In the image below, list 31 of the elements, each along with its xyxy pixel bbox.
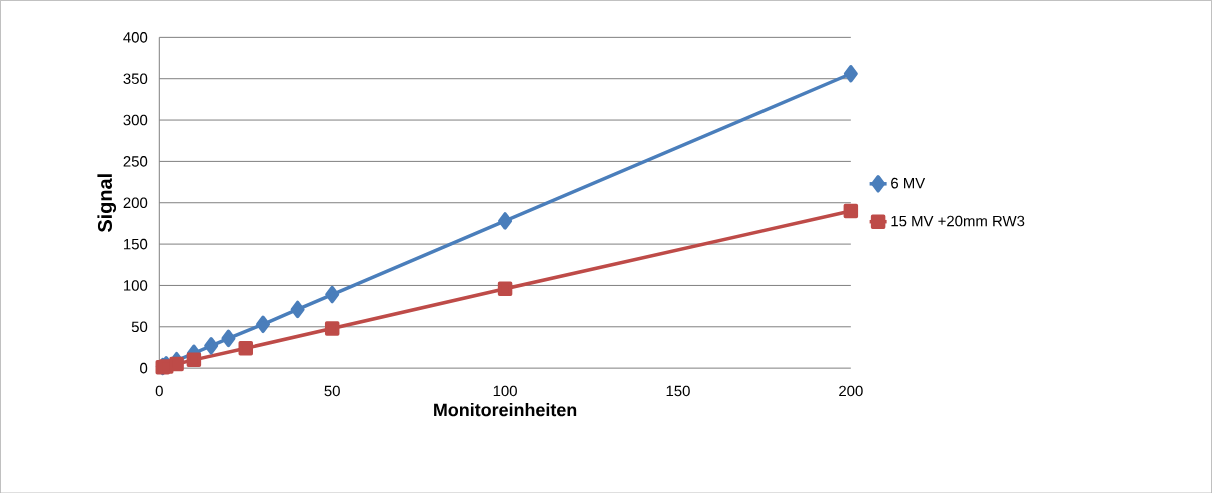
y-tick-label: 350 [123,73,148,84]
point [290,300,305,318]
point [186,352,202,367]
y-tick-label: 50 [131,321,148,332]
point [238,340,253,356]
x-tick-label: 200 [839,385,863,396]
x-tick-label: 100 [493,385,517,396]
point [498,211,513,230]
point [204,336,219,355]
y-tick-label: 250 [123,155,148,167]
x-tick-label: 150 [666,385,690,396]
legend-label: 15 MV +20mm RW3 [891,215,1025,227]
y-tick-label: 200 [123,197,148,208]
point [324,320,340,336]
x-tick-label: 50 [324,385,340,396]
y-tick-label: 400 [123,31,148,43]
y-axis-title: Signal [97,174,117,232]
point [221,329,236,347]
y-tick-label: 100 [124,279,148,291]
y-tick-label: 300 [123,114,148,126]
y-tick-label: 150 [124,238,148,250]
point [169,356,184,372]
x-tick-label: 0 [155,385,163,396]
point [497,281,513,296]
point [843,64,858,83]
point [325,285,340,304]
y-tick-label: 0 [140,362,148,374]
point [256,315,271,333]
point [843,203,859,219]
legend-label: 6 MV [891,177,926,189]
x-axis-title: Monitoreinheiten [434,402,577,416]
